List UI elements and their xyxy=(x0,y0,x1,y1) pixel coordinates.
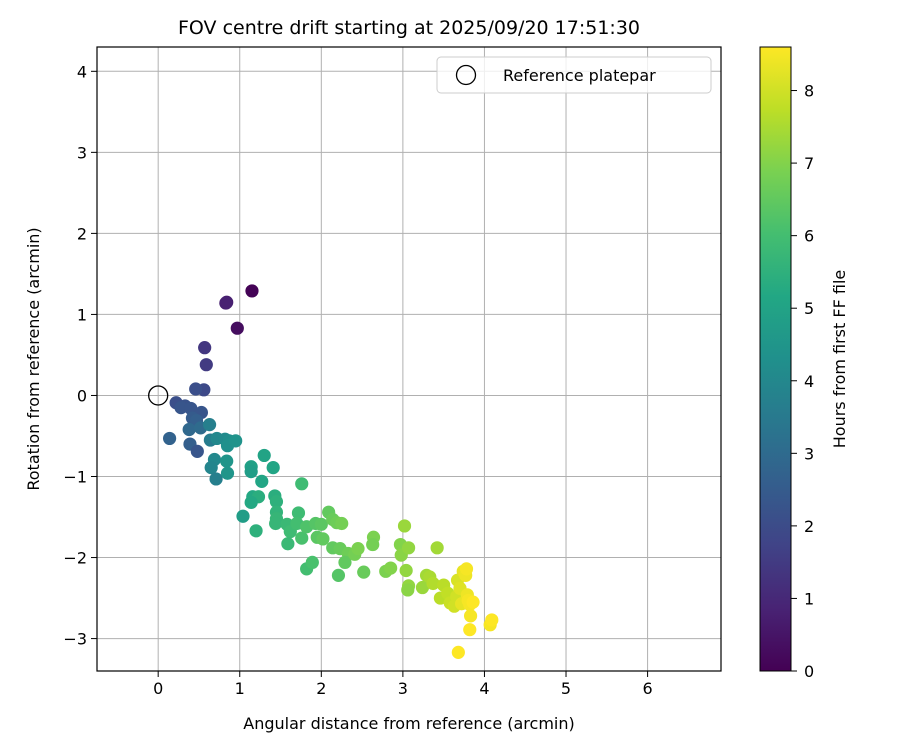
data-point-30 xyxy=(220,454,234,468)
colorbar-tick-label-6: 6 xyxy=(804,227,814,246)
data-point-49 xyxy=(281,537,295,551)
x-tick-label-1: 1 xyxy=(235,679,245,698)
data-point-80 xyxy=(397,519,412,533)
data-point-107 xyxy=(451,645,465,659)
data-point-71 xyxy=(357,565,371,579)
data-point-34 xyxy=(244,465,258,479)
y-tick-label-1: −2 xyxy=(63,549,87,568)
plot-background xyxy=(97,47,721,671)
y-tick-label-2: −1 xyxy=(63,468,87,487)
data-point-37 xyxy=(255,474,269,488)
x-axis-ticks: 0 1 2 3 4 5 6 xyxy=(153,671,653,698)
y-tick-label-4: 1 xyxy=(77,305,87,324)
legend-marker xyxy=(455,64,477,86)
data-point-105 xyxy=(463,623,477,637)
legend: Reference platepar xyxy=(436,56,712,94)
data-point-0 xyxy=(245,284,259,298)
data-point-7 xyxy=(189,382,203,396)
grid xyxy=(97,47,721,671)
data-point-26 xyxy=(229,434,243,448)
colorbar-tick-label-0: 0 xyxy=(804,662,814,681)
colorbar-tick-label-5: 5 xyxy=(804,299,814,318)
data-point-53 xyxy=(295,531,309,545)
data-point-36 xyxy=(266,460,280,475)
x-tick-label-5: 5 xyxy=(561,679,571,698)
colorbar-tick-label-2: 2 xyxy=(804,517,814,536)
data-point-70 xyxy=(351,542,365,556)
y-tick-label-0: −3 xyxy=(63,630,87,649)
chart-title: FOV centre drift starting at 2025/09/20 … xyxy=(178,17,640,39)
data-point-19 xyxy=(190,444,204,458)
data-point-29 xyxy=(209,472,223,486)
data-point-76 xyxy=(384,561,398,575)
y-axis-label: Rotation from reference (arcmin) xyxy=(24,227,43,490)
data-point-72 xyxy=(331,568,346,582)
colorbar-tick-label-1: 1 xyxy=(804,589,814,608)
x-tick-label-2: 2 xyxy=(316,679,326,698)
reference-marker-group xyxy=(148,385,169,406)
reference-marker xyxy=(148,385,169,406)
x-tick-label-4: 4 xyxy=(479,679,489,698)
data-point-81 xyxy=(399,563,413,578)
data-point-87 xyxy=(426,576,440,591)
data-point-50 xyxy=(291,506,306,520)
data-point-15 xyxy=(182,422,196,437)
data-point-20 xyxy=(202,418,217,432)
data-point-100 xyxy=(459,562,474,576)
data-point-106 xyxy=(466,595,480,609)
colorbar-gradient xyxy=(759,46,792,672)
x-axis-label: Angular distance from reference (arcmin) xyxy=(243,714,574,733)
plot-frame xyxy=(96,46,722,672)
data-point-109 xyxy=(485,613,499,627)
data-point-46 xyxy=(269,516,283,531)
data-point-51 xyxy=(295,477,309,491)
data-point-41 xyxy=(249,524,263,538)
y-tick-label-5: 2 xyxy=(77,224,87,243)
data-point-64 xyxy=(335,516,349,531)
data-point-31 xyxy=(220,466,235,480)
data-point-88 xyxy=(430,541,444,555)
data-point-3 xyxy=(219,296,233,310)
colorbar: 0 1 2 3 4 5 6 7 8 Hours from first FF file xyxy=(759,46,849,681)
data-point-17 xyxy=(162,431,177,446)
y-tick-label-7: 4 xyxy=(77,62,87,81)
data-point-83 xyxy=(401,583,415,597)
x-tick-label-0: 0 xyxy=(153,679,163,698)
data-point-28 xyxy=(204,460,218,475)
data-point-79 xyxy=(401,541,416,555)
colorbar-tick-label-8: 8 xyxy=(804,82,814,101)
colorbar-tick-label-7: 7 xyxy=(804,154,814,173)
y-axis-ticks: −3 −2 −1 0 1 2 3 4 xyxy=(63,62,97,649)
y-tick-label-6: 3 xyxy=(77,143,87,162)
data-point-56 xyxy=(305,555,319,570)
data-point-60 xyxy=(316,532,330,546)
x-tick-label-6: 6 xyxy=(642,679,652,698)
data-point-68 xyxy=(338,555,352,570)
data-point-5 xyxy=(199,358,213,372)
data-point-43 xyxy=(269,495,284,509)
data-point-1 xyxy=(230,321,244,335)
data-point-74 xyxy=(366,537,380,552)
data-point-58 xyxy=(314,517,328,531)
data-point-84 xyxy=(415,580,430,595)
y-tick-label-3: 0 xyxy=(77,386,87,405)
plot-area xyxy=(96,46,722,672)
data-point-35 xyxy=(257,448,271,463)
x-tick-label-3: 3 xyxy=(398,679,408,698)
data-point-4 xyxy=(198,341,212,355)
colorbar-label: Hours from first FF file xyxy=(830,270,849,449)
legend-box xyxy=(436,56,712,94)
data-point-11 xyxy=(184,401,198,416)
legend-entry-reference: Reference platepar xyxy=(503,66,656,85)
data-point-32 xyxy=(236,509,250,523)
data-point-10 xyxy=(174,401,188,415)
data-points xyxy=(162,284,499,659)
colorbar-tick-label-3: 3 xyxy=(804,444,814,463)
colorbar-ticks: 0 1 2 3 4 5 6 7 8 xyxy=(791,82,814,681)
data-point-40 xyxy=(244,495,258,510)
colorbar-tick-label-4: 4 xyxy=(804,372,814,391)
data-point-104 xyxy=(463,609,478,623)
